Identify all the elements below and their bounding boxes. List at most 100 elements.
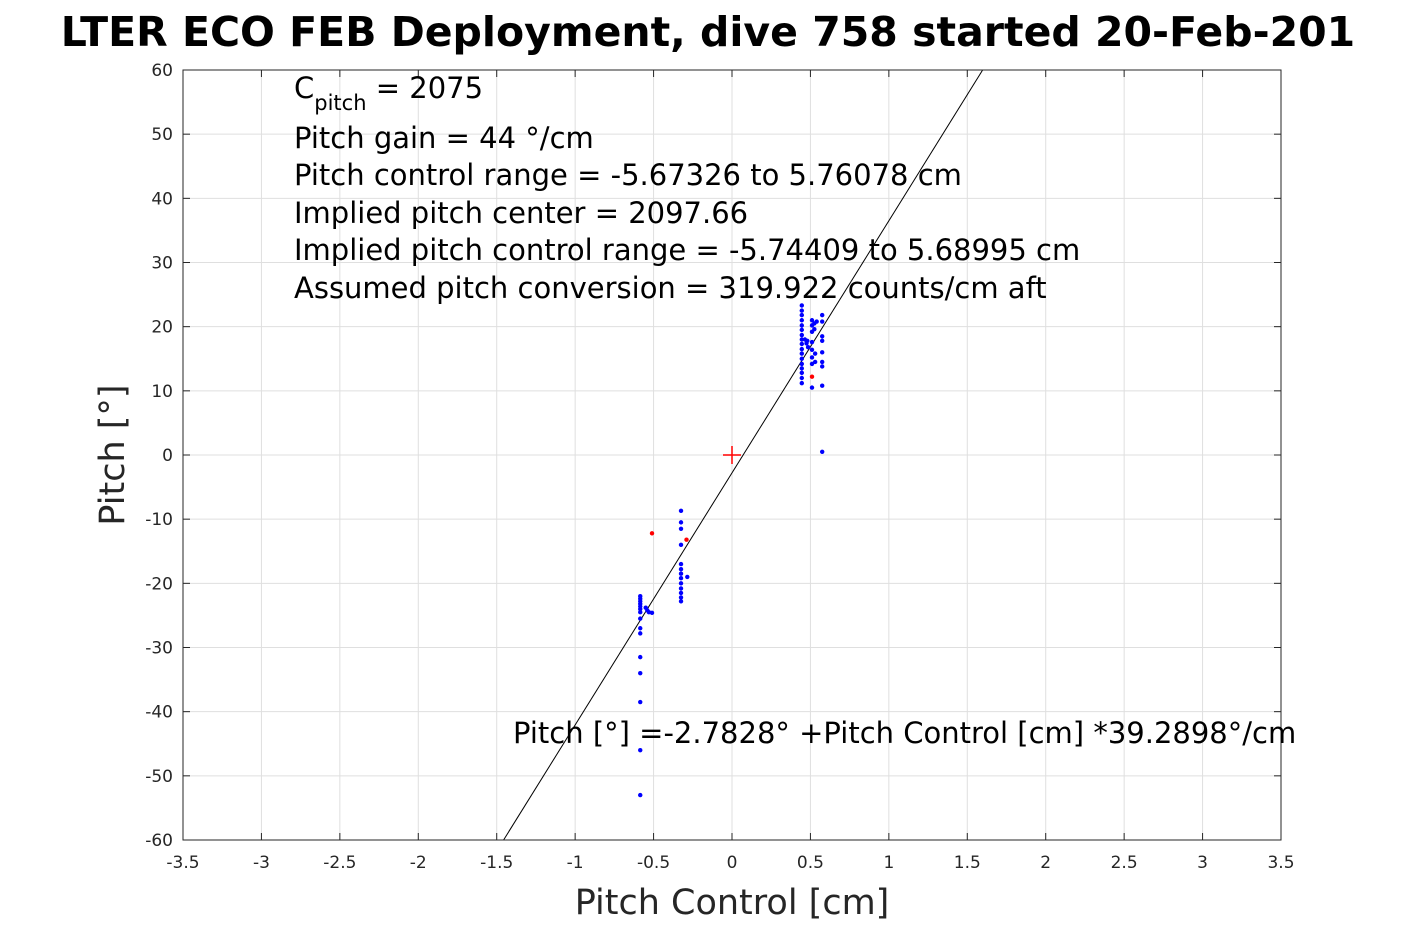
scatter-point bbox=[638, 631, 643, 636]
scatter-point bbox=[809, 385, 815, 390]
scatter-point bbox=[805, 338, 810, 343]
scatter-point bbox=[638, 792, 643, 798]
y-tick-label: -20 bbox=[145, 574, 173, 594]
scatter-point bbox=[678, 520, 684, 525]
x-tick-label: 2.5 bbox=[1111, 853, 1138, 873]
scatter-point bbox=[799, 341, 805, 347]
c-pitch-annotation: Cpitch = 2075 bbox=[294, 71, 483, 115]
scatter-point bbox=[799, 380, 805, 386]
scatter-point bbox=[809, 355, 815, 360]
scatter-point bbox=[678, 508, 684, 514]
scatter-point bbox=[819, 383, 825, 388]
scatter-point bbox=[799, 337, 805, 342]
x-tick-label: 1.5 bbox=[954, 853, 981, 873]
scatter-point bbox=[678, 571, 684, 576]
scatter-point bbox=[799, 361, 805, 367]
x-tick-label: -0.5 bbox=[637, 853, 670, 873]
scatter-point bbox=[799, 346, 805, 352]
x-tick-label: -1.5 bbox=[480, 853, 513, 873]
scatter-point bbox=[678, 581, 684, 586]
scatter-point bbox=[678, 561, 684, 567]
c-pitch-symbol: C bbox=[294, 71, 314, 105]
x-tick-label: -3.5 bbox=[166, 853, 199, 873]
c-pitch-subscript: pitch bbox=[314, 91, 366, 115]
scatter-point bbox=[678, 599, 684, 604]
fit-equation-annotation: Pitch [°] =-2.7828° +Pitch Control [cm] … bbox=[513, 716, 1296, 750]
scatter-point bbox=[809, 318, 815, 323]
scatter-point bbox=[819, 334, 825, 339]
scatter-point bbox=[799, 375, 805, 381]
scatter-point bbox=[678, 586, 684, 591]
scatter-point bbox=[638, 606, 643, 612]
scatter-point bbox=[678, 542, 684, 548]
scatter-point bbox=[814, 319, 819, 324]
scatter-point bbox=[819, 350, 825, 355]
fit-line bbox=[503, 69, 984, 841]
center-marker-layer bbox=[723, 446, 741, 464]
scatter-points-layer bbox=[638, 303, 825, 798]
y-tick-label: -40 bbox=[145, 703, 173, 723]
scatter-point bbox=[638, 654, 643, 660]
parameter-annotations: Cpitch = 2075 Pitch gain = 44 °/cm Pitch… bbox=[294, 71, 1080, 305]
axes-box bbox=[182, 69, 1282, 841]
scatter-point bbox=[812, 359, 818, 365]
scatter-point bbox=[809, 347, 815, 352]
scatter-point bbox=[638, 699, 643, 705]
x-tick-label: 3.5 bbox=[1267, 853, 1294, 873]
scatter-point bbox=[799, 370, 805, 376]
y-axis-label: Pitch [°] bbox=[93, 384, 133, 525]
scatter-point bbox=[638, 626, 643, 631]
scatter-point bbox=[799, 308, 805, 313]
x-tick-label: 2 bbox=[1040, 853, 1051, 873]
fit-line-layer bbox=[503, 69, 984, 841]
scatter-point bbox=[678, 576, 684, 581]
y-tick-label: 30 bbox=[151, 254, 173, 274]
y-tick-labels: -60 -50 -40 -30 -20 -10 0 10 20 30 40 50 60 bbox=[145, 61, 173, 851]
scatter-point bbox=[799, 323, 805, 328]
pitch-control-range-annotation: Pitch control range = -5.67326 to 5.7607… bbox=[294, 158, 962, 192]
scatter-point bbox=[799, 327, 805, 333]
y-tick-label: -30 bbox=[145, 639, 173, 659]
scatter-point bbox=[638, 610, 643, 615]
scatter-point bbox=[799, 303, 805, 308]
scatter-point bbox=[812, 351, 818, 356]
pitch-gain-annotation: Pitch gain = 44 °/cm bbox=[294, 121, 594, 155]
scatter-point bbox=[685, 574, 690, 580]
scatter-point bbox=[809, 339, 815, 345]
scatter-point bbox=[638, 616, 643, 621]
center-plus-marker bbox=[723, 446, 741, 464]
scatter-point bbox=[819, 364, 825, 369]
y-tick-label: 60 bbox=[151, 61, 173, 81]
y-tick-label: 20 bbox=[151, 318, 173, 338]
y-tick-label: -10 bbox=[145, 510, 173, 530]
scatter-point bbox=[649, 610, 655, 616]
y-tick-label: 10 bbox=[151, 382, 173, 402]
scatter-point bbox=[638, 747, 643, 753]
scatter-point bbox=[678, 595, 684, 600]
scatter-point bbox=[799, 356, 805, 361]
x-tick-label: 0 bbox=[727, 853, 738, 873]
y-tick-label: -50 bbox=[145, 767, 173, 787]
x-tick-label: -2 bbox=[410, 853, 427, 873]
scatter-point bbox=[638, 670, 643, 676]
scatter-point bbox=[819, 319, 825, 324]
x-tick-labels: -3.5 -3 -2.5 -2 -1.5 -1 -0.5 0 0.5 1 1.5 2 2.5 3 3.5 bbox=[166, 853, 1294, 873]
chart-title: LTER ECO FEB Deployment, dive 758 starte… bbox=[61, 8, 1355, 56]
scatter-point bbox=[678, 590, 684, 596]
x-tick-label: 3 bbox=[1197, 853, 1208, 873]
c-pitch-value: = 2075 bbox=[367, 71, 484, 105]
scatter-point bbox=[812, 327, 817, 332]
implied-pitch-center-annotation: Implied pitch center = 2097.66 bbox=[294, 196, 748, 230]
scatter-point bbox=[678, 526, 684, 531]
y-tick-label: 0 bbox=[162, 446, 173, 466]
x-axis-label: Pitch Control [cm] bbox=[575, 883, 890, 923]
scatter-point bbox=[819, 338, 825, 343]
y-tick-label: 40 bbox=[151, 189, 173, 209]
implied-pitch-control-range-annotation: Implied pitch control range = -5.74409 t… bbox=[294, 233, 1080, 267]
x-tick-label: 0.5 bbox=[797, 853, 824, 873]
scatter-point bbox=[799, 312, 805, 318]
scatter-point bbox=[819, 312, 825, 318]
scatter-point bbox=[649, 531, 655, 536]
scatter-point bbox=[684, 537, 689, 542]
